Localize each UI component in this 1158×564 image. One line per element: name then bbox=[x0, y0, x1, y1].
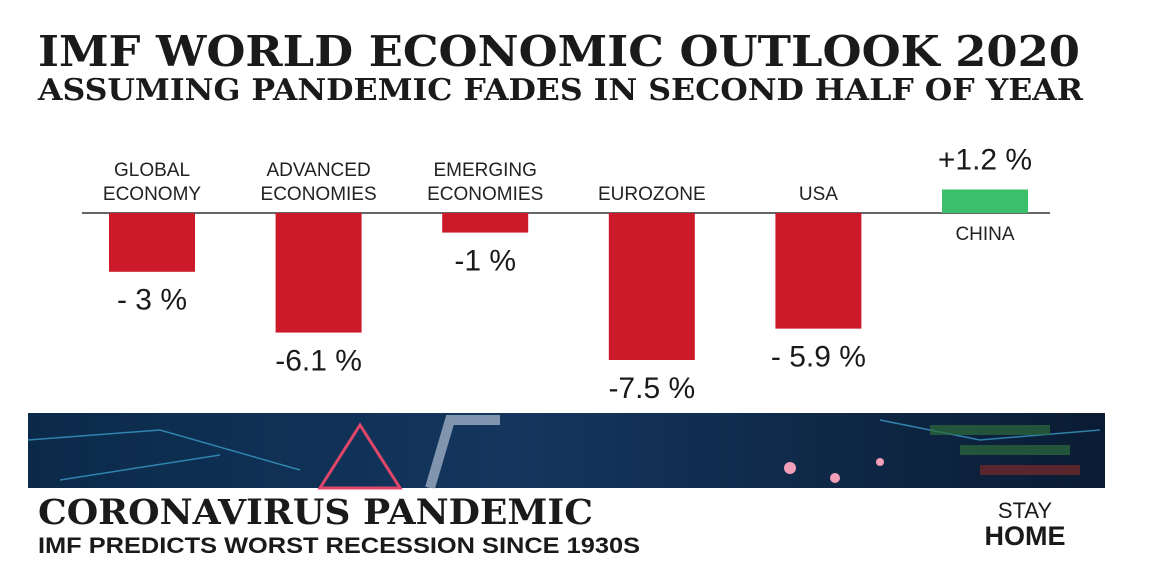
bar bbox=[109, 213, 195, 272]
bar bbox=[775, 213, 862, 329]
category-label: ADVANCED ECONOMIES bbox=[260, 160, 377, 205]
category-label: EMERGING ECONOMIES bbox=[427, 160, 544, 205]
banner-subline: IMF PREDICTS WORST RECESSION SINCE 1930S bbox=[38, 533, 640, 558]
chart-subtitle: ASSUMING PANDEMIC FADES IN SECOND HALF O… bbox=[37, 73, 1084, 108]
bar bbox=[942, 189, 1028, 213]
value-label: -1 % bbox=[454, 245, 516, 278]
category-label: EUROZONE bbox=[597, 184, 706, 205]
banner-image bbox=[27, 413, 1105, 490]
value-label: - 3 % bbox=[117, 284, 187, 317]
category-label: GLOBAL ECONOMY bbox=[102, 160, 202, 205]
value-label: +1.2 % bbox=[938, 143, 1032, 176]
value-label: -6.1 % bbox=[275, 344, 362, 377]
category-label: CHINA bbox=[955, 224, 1015, 245]
value-label: - 5.9 % bbox=[771, 341, 866, 374]
bar bbox=[608, 213, 695, 360]
category-label: USA bbox=[798, 184, 838, 205]
badge-bottom: HOME bbox=[985, 521, 1066, 551]
chart-title: IMF WORLD ECONOMIC OUTLOOK 2020 bbox=[38, 27, 1080, 76]
bar bbox=[442, 213, 529, 233]
bar bbox=[275, 213, 362, 333]
banner-headline: CORONAVIRUS PANDEMIC bbox=[38, 492, 593, 533]
badge-top: STAY bbox=[998, 498, 1053, 523]
value-label: -7.5 % bbox=[608, 372, 695, 405]
